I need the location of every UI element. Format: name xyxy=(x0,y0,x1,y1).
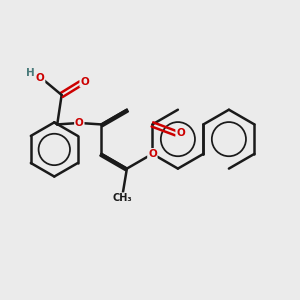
Text: O: O xyxy=(75,118,84,128)
Text: O: O xyxy=(148,149,157,159)
Text: O: O xyxy=(176,128,185,138)
Text: O: O xyxy=(36,73,44,83)
Text: CH₃: CH₃ xyxy=(113,193,132,203)
Text: O: O xyxy=(80,77,89,87)
Text: H: H xyxy=(26,68,35,77)
